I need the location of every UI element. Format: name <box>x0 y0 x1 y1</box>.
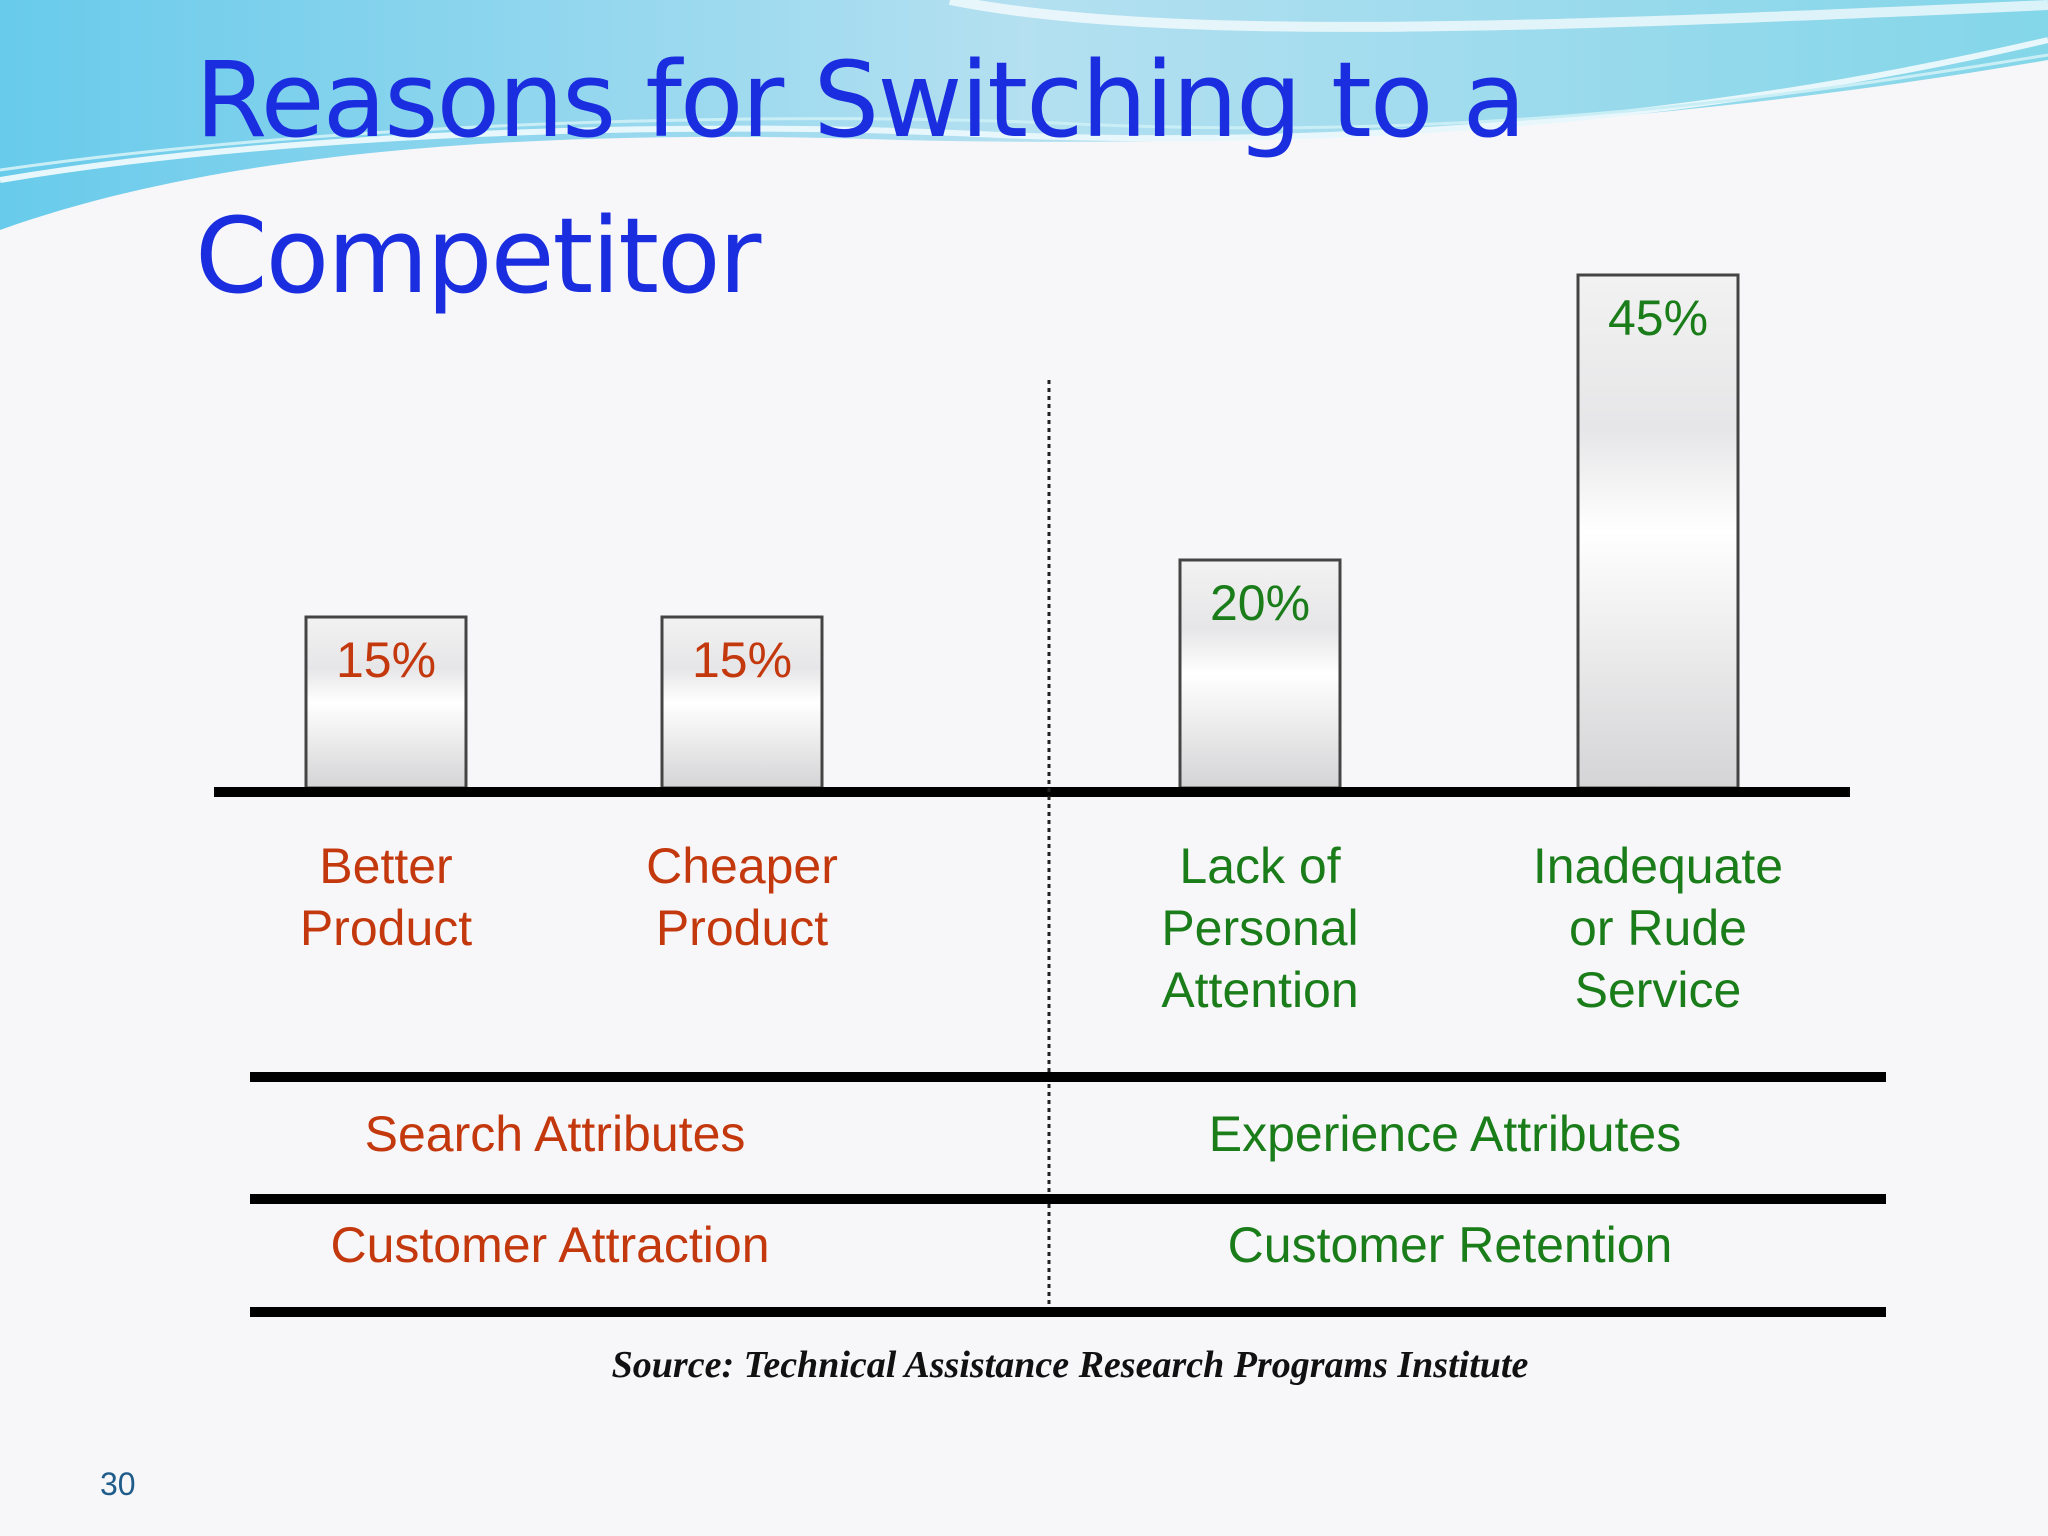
bar-2 <box>660 615 824 790</box>
category-label-1: Better Product <box>299 838 473 956</box>
customer-retention-label: Customer Retention <box>1227 1217 1673 1273</box>
experience-attributes-label: Experience Attributes <box>1208 1106 1682 1162</box>
bar-1 <box>304 615 468 790</box>
customer-attraction-label: Customer Attraction <box>330 1217 770 1273</box>
bar-value-label-1: 15% <box>336 632 436 688</box>
bar-4 <box>1576 273 1740 790</box>
search-attributes-label: Search Attributes <box>364 1106 746 1162</box>
page-number: 30 <box>100 1466 136 1502</box>
category-label-3: Lack of Personal Attention <box>1161 838 1359 1018</box>
category-label-4: Inadequate or Rude Service <box>1532 838 1784 1018</box>
page-title: Reasons for Switching to a Competitor <box>195 39 1526 317</box>
header-wave-decoration <box>0 0 2048 230</box>
bar-value-label-3: 20% <box>1210 575 1310 631</box>
bar-value-label-4: 45% <box>1608 290 1708 346</box>
bar-value-label-2: 15% <box>692 632 792 688</box>
category-label-2: Cheaper Product <box>646 838 838 956</box>
source-citation: Source: Technical Assistance Research Pr… <box>611 1344 1529 1386</box>
